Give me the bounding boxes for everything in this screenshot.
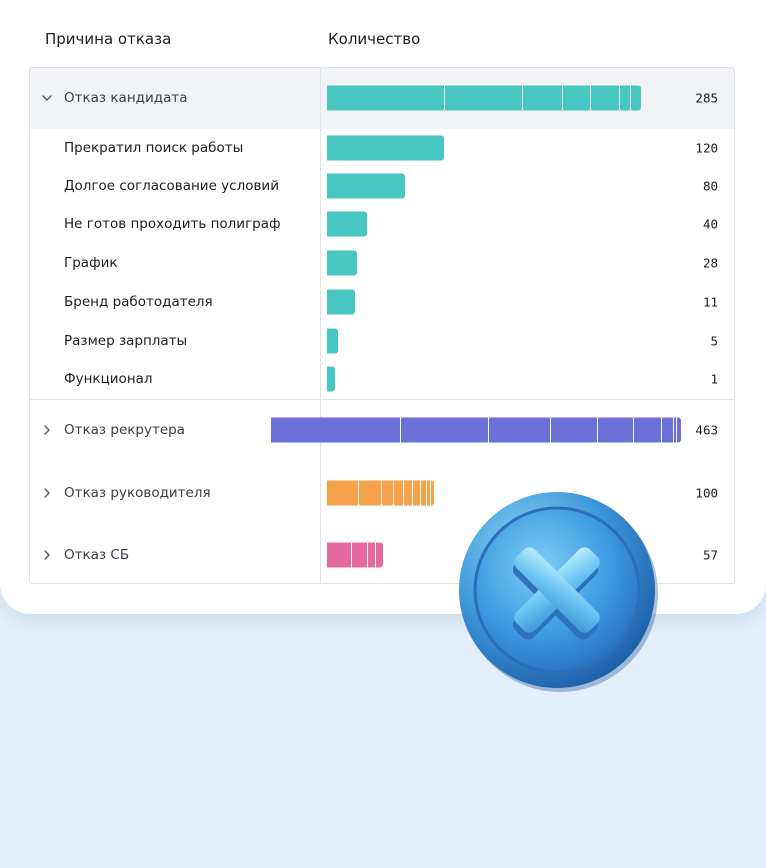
list-item: Прекратил поиск работы 120 <box>30 129 734 167</box>
rejection-table: Отказ кандидата 285 Прекратил поиск рабо… <box>29 67 735 584</box>
bar-item <box>327 135 444 161</box>
bar-manager <box>327 480 434 506</box>
column-divider <box>320 68 321 583</box>
column-header-reason: Причина отказа <box>45 30 172 48</box>
list-item: График 28 <box>30 244 734 282</box>
group-label: Отказ СБ <box>64 547 130 563</box>
group-label: Отказ рекрутера <box>64 422 185 438</box>
item-label: Размер зарплаты <box>64 333 188 349</box>
group-row-manager[interactable]: Отказ руководителя 100 <box>30 474 734 512</box>
column-header-count: Количество <box>328 30 421 48</box>
group-count: 285 <box>695 90 718 106</box>
rejection-reasons-card: Причина отказа Количество Отказ кандидат… <box>0 0 766 614</box>
chevron-right-icon[interactable] <box>40 486 54 500</box>
group-label: Отказ руководителя <box>64 485 211 501</box>
bar-item <box>327 366 335 392</box>
list-item: Бренд работодателя 11 <box>30 283 734 321</box>
group-row-recruiter[interactable]: Отказ рекрутера 463 <box>30 411 734 449</box>
chevron-right-icon[interactable] <box>40 548 54 562</box>
item-count: 28 <box>702 255 718 271</box>
group-row-security[interactable]: Отказ СБ 57 <box>30 536 734 574</box>
item-label: Бренд работодателя <box>64 294 213 310</box>
bar-item <box>327 250 357 276</box>
list-item: Долгое согласование условий 80 <box>30 167 734 205</box>
item-count: 1 <box>710 371 718 387</box>
bar-item <box>327 173 405 199</box>
item-count: 40 <box>702 216 718 232</box>
chevron-right-icon[interactable] <box>40 423 54 437</box>
bar-candidate <box>327 85 641 111</box>
item-count: 11 <box>702 294 718 310</box>
chevron-down-icon[interactable] <box>40 91 54 105</box>
group-label: Отказ кандидата <box>64 90 188 106</box>
bar-recruiter <box>271 417 681 443</box>
item-count: 120 <box>695 140 718 156</box>
item-count: 5 <box>710 333 718 349</box>
close-coin-icon <box>459 492 658 692</box>
bar-item <box>327 289 355 315</box>
group-count: 100 <box>695 485 718 501</box>
group-count: 57 <box>702 547 718 563</box>
item-label: Не готов проходить полиграф <box>64 216 281 232</box>
list-item: Функционал 1 <box>30 360 734 398</box>
item-label: Функционал <box>64 371 153 387</box>
group-row-candidate[interactable]: Отказ кандидата 285 <box>30 79 734 117</box>
bar-item <box>327 211 367 237</box>
list-item: Размер зарплаты 5 <box>30 322 734 360</box>
item-count: 80 <box>702 178 718 194</box>
item-label: График <box>64 255 118 271</box>
bar-item <box>327 328 338 354</box>
row-divider <box>30 399 734 400</box>
group-count: 463 <box>695 422 718 438</box>
item-label: Прекратил поиск работы <box>64 140 244 156</box>
bar-security <box>327 542 383 568</box>
list-item: Не готов проходить полиграф 40 <box>30 205 734 243</box>
item-label: Долгое согласование условий <box>64 178 279 194</box>
